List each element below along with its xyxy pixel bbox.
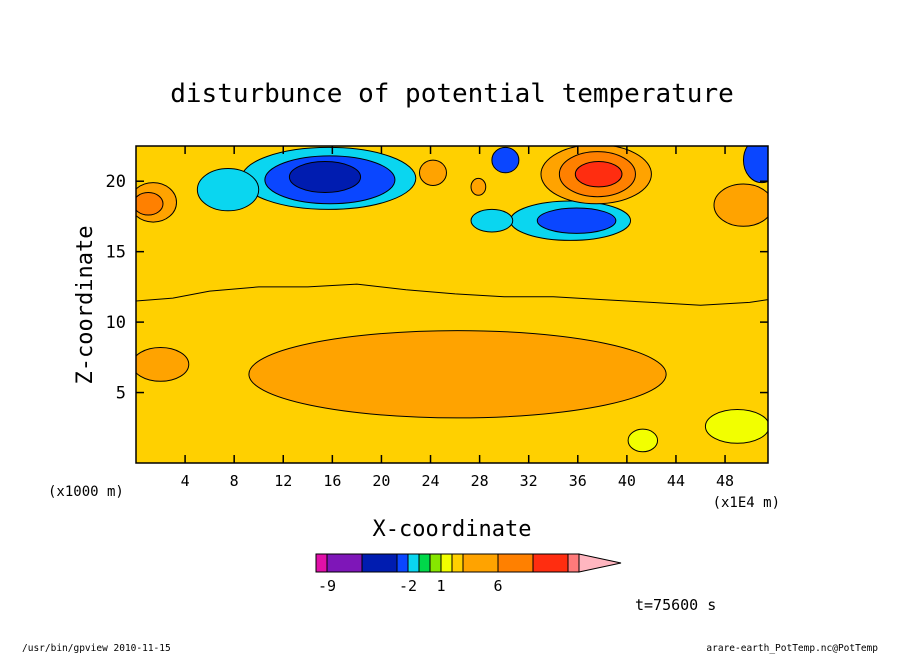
contour-region-2: [248, 330, 667, 419]
colorbar-label-6: 6: [493, 577, 502, 595]
contour-region-3: [136, 346, 190, 382]
x-tick-label-48: 48: [716, 472, 734, 490]
contour-region-13: [536, 207, 617, 234]
colorbar-box-6: [429, 553, 442, 573]
colorbar-arrow: [578, 553, 622, 573]
y-axis: 5 10 15 20: [106, 172, 768, 404]
y-tick-label-15: 15: [106, 243, 126, 263]
plot-area: [136, 146, 768, 463]
contour-region-10: [196, 168, 260, 212]
colorbar-box-8: [451, 553, 464, 573]
colorbar-box-3: [396, 553, 409, 573]
x-tick-label-28: 28: [471, 472, 489, 490]
y-tick-label-5: 5: [116, 384, 126, 404]
contour-region-22: [418, 159, 447, 186]
y-axis-label: Z-coordinate: [73, 226, 98, 385]
colorbar-label--2: -2: [399, 577, 417, 595]
colorbar-box-1: [326, 553, 363, 573]
colorbar-label--9: -9: [318, 577, 336, 595]
colorbar: -9 -2 1 6: [315, 553, 622, 595]
chart-title: disturbunce of potential temperature: [170, 79, 734, 109]
x-tick-label-40: 40: [618, 472, 636, 490]
x-tick-label-44: 44: [667, 472, 685, 490]
contour-region-4: [704, 408, 768, 444]
colorbar-box-2: [361, 553, 398, 573]
x-tick-label-36: 36: [569, 472, 587, 490]
footer-left-note: /usr/bin/gpview 2010-11-15: [22, 643, 171, 654]
contour-region-18: [574, 160, 623, 188]
contour-region-23: [470, 177, 487, 196]
plot-frame: [135, 145, 769, 464]
colorbar-label-1: 1: [436, 577, 445, 595]
colorbar-box-5: [418, 553, 431, 573]
x-axis-label: X-coordinate: [373, 517, 532, 542]
colorbar-box-11: [532, 553, 569, 573]
x-unit-right: (x1E4 m): [713, 495, 780, 511]
x-tick-label-8: 8: [230, 472, 239, 490]
x-tick-label-12: 12: [274, 472, 292, 490]
x-tick-label-16: 16: [323, 472, 341, 490]
colorbar-box-4: [407, 553, 420, 573]
contour-region-21: [713, 183, 768, 227]
colorbar-box-7: [440, 553, 453, 573]
contour-region-14: [742, 146, 768, 184]
colorbar-box-10: [497, 553, 534, 573]
y-tick-label-10: 10: [106, 313, 126, 333]
x-axis: 4 8 12 16 20 24 28 32 36 40 44 48: [181, 146, 734, 490]
contour-region-15: [470, 208, 514, 233]
x-tick-label-20: 20: [372, 472, 390, 490]
time-label: t=75600 s: [635, 596, 716, 614]
colorbar-box-9: [462, 553, 499, 573]
y-tick-label-20: 20: [106, 172, 126, 192]
x-tick-label-4: 4: [181, 472, 190, 490]
contour-region-20: [136, 191, 164, 216]
contour-region-11: [491, 146, 520, 174]
contour-region-8: [288, 160, 362, 193]
colorbar-box-0: [315, 553, 328, 573]
footer-right-note: arare-earth_PotTemp.nc@PotTemp: [706, 643, 878, 654]
contour-region-5: [627, 428, 659, 453]
x-unit-left: (x1000 m): [48, 484, 124, 500]
colorbar-box-12: [567, 553, 580, 573]
x-tick-label-32: 32: [520, 472, 538, 490]
x-tick-label-24: 24: [421, 472, 439, 490]
